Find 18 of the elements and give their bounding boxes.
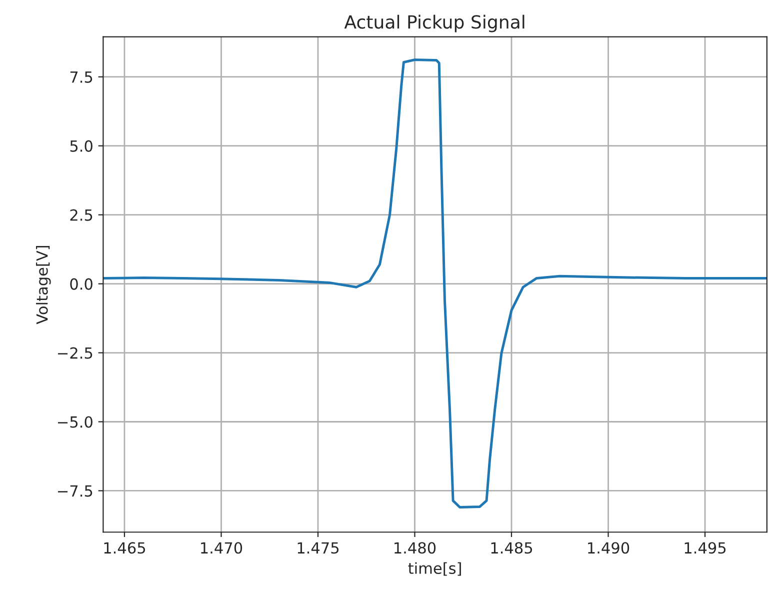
x-tick-label: 1.465 xyxy=(104,542,145,554)
y-tick-label: 5.0 xyxy=(70,140,92,152)
y-tick-label: 7.5 xyxy=(70,72,92,83)
x-tick-label: 1.470 xyxy=(201,542,242,554)
chart-title: Actual Pickup Signal xyxy=(344,14,524,32)
line-series xyxy=(103,58,767,509)
x-tick-label: 1.490 xyxy=(588,542,630,554)
x-tick-label: 1.495 xyxy=(684,542,726,554)
y-tick-label: 0.0 xyxy=(70,278,92,290)
x-axis-title: time[s] xyxy=(408,562,461,576)
y-tick-label: 2.5 xyxy=(70,209,92,221)
y-axis-title: Voltage[V] xyxy=(36,246,51,324)
x-tick-label: 1.480 xyxy=(394,542,436,554)
x-tick-label: 1.475 xyxy=(298,542,339,554)
y-tick-label: −2.5 xyxy=(58,347,92,359)
y-tick-label: −5.0 xyxy=(58,416,92,428)
x-tick-label: 1.485 xyxy=(491,542,532,554)
y-tick-label: −7.5 xyxy=(58,485,92,497)
